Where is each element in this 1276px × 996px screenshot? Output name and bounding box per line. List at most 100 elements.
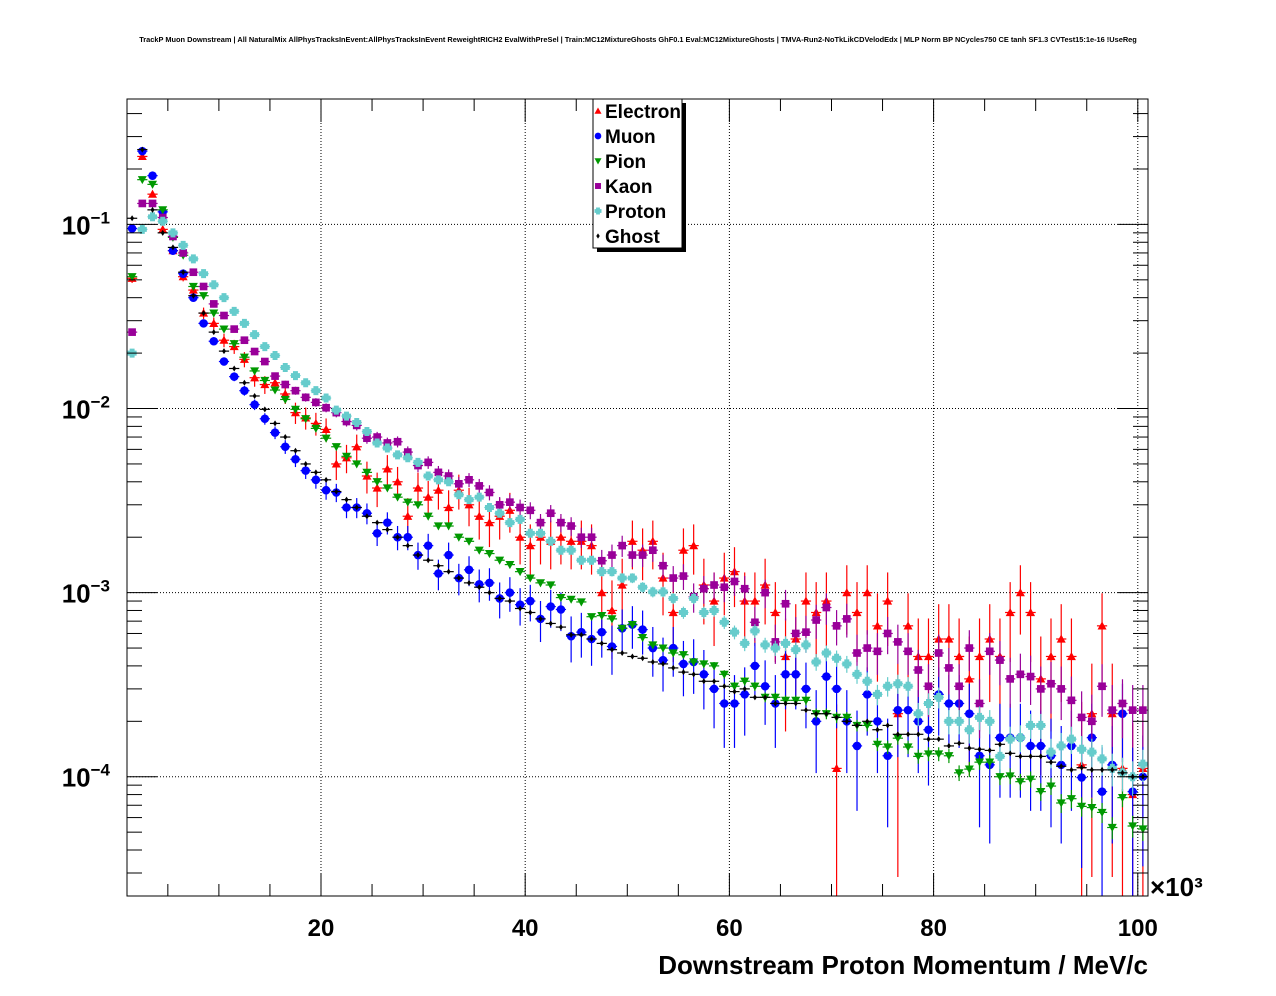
data-point-electron: [597, 588, 607, 597]
data-point-kaon: [853, 649, 861, 657]
data-point-electron: [393, 477, 403, 486]
data-point-electron: [944, 634, 954, 643]
data-point-muon: [740, 690, 749, 699]
data-point-proton: [352, 417, 362, 427]
data-point-kaon: [802, 628, 810, 636]
data-point-muon: [280, 442, 290, 452]
data-point-pion: [280, 395, 290, 404]
data-point-ghost: [160, 229, 165, 236]
data-point-proton: [781, 638, 791, 648]
data-point-proton: [668, 593, 678, 603]
data-point-electron: [250, 373, 260, 382]
data-point-electron: [484, 518, 494, 527]
data-point-pion: [403, 498, 413, 507]
data-point-kaon: [720, 583, 729, 592]
data-point-kaon: [271, 372, 279, 380]
data-point-ghost: [875, 726, 880, 733]
data-point-ghost: [221, 348, 226, 355]
data-point-proton: [209, 280, 219, 290]
data-point-pion: [444, 522, 454, 531]
data-point-electron: [832, 763, 842, 772]
data-point-muon: [1026, 741, 1035, 751]
data-point-kaon: [403, 448, 412, 456]
data-point-kaon: [965, 644, 974, 652]
x-tick-label: 20: [308, 915, 335, 942]
data-point-proton: [791, 645, 801, 655]
data-point-ghost: [538, 615, 543, 622]
data-point-pion: [862, 721, 872, 730]
data-point-kaon: [567, 522, 575, 530]
data-point-kaon: [904, 647, 912, 656]
data-point-pion: [525, 574, 535, 583]
data-point-ghost: [1059, 763, 1064, 770]
data-point-proton: [280, 363, 290, 373]
data-point-ghost: [661, 660, 666, 667]
data-point-kaon: [751, 618, 759, 627]
data-point-ghost: [436, 562, 441, 569]
legend-label-ghost: Ghost: [605, 227, 661, 248]
data-point-kaon: [1118, 699, 1127, 708]
data-point-proton: [382, 443, 392, 453]
data-point-electron: [444, 502, 454, 512]
data-point-electron: [413, 483, 423, 492]
data-point-proton: [699, 607, 709, 617]
data-point-ghost: [497, 595, 502, 602]
data-point-kaon: [138, 199, 147, 208]
data-point-kaon: [1057, 685, 1066, 693]
data-point-pion: [229, 340, 239, 349]
data-point-pion: [474, 546, 484, 555]
data-point-muon: [464, 565, 474, 575]
data-point-kaon: [444, 472, 453, 480]
data-point-pion: [1097, 808, 1107, 817]
data-point-ghost: [916, 731, 921, 738]
data-point-proton: [474, 492, 484, 502]
data-point-proton: [923, 698, 933, 708]
data-point-muon: [638, 625, 647, 634]
data-point-proton: [648, 587, 658, 597]
data-point-ghost: [518, 605, 523, 612]
data-point-proton: [556, 545, 566, 555]
data-point-muon: [883, 751, 892, 761]
data-point-proton: [801, 640, 811, 650]
data-point-kaon: [659, 561, 667, 570]
data-point-electron: [709, 596, 719, 605]
data-point-muon: [505, 588, 515, 597]
data-point-pion: [536, 579, 546, 588]
data-point-electron: [1056, 634, 1066, 643]
data-point-muon: [832, 684, 841, 694]
data-point-pion: [209, 309, 219, 318]
data-point-pion: [923, 750, 933, 759]
data-point-electron: [842, 588, 852, 597]
data-point-muon: [1077, 773, 1086, 782]
data-point-proton: [658, 587, 668, 597]
data-point-muon: [372, 529, 382, 538]
data-point-electron: [158, 224, 168, 233]
data-point-pion: [1117, 794, 1127, 803]
data-point-kaon: [342, 417, 351, 426]
data-point-ghost: [742, 685, 747, 692]
data-point-muon: [556, 605, 566, 614]
data-point-ghost: [1038, 753, 1043, 760]
data-point-ghost: [783, 700, 788, 707]
data-point-ghost: [722, 683, 727, 690]
data-point-pion: [944, 752, 954, 761]
data-point-kaon: [832, 622, 841, 630]
data-point-proton: [587, 555, 597, 565]
data-point-muon: [862, 690, 872, 699]
data-point-pion: [719, 670, 729, 679]
data-point-kaon: [873, 647, 882, 656]
data-point-pion: [975, 758, 985, 767]
data-point-kaon: [240, 336, 249, 345]
data-point-ghost: [1089, 766, 1094, 773]
data-point-kaon: [740, 584, 749, 593]
data-point-electron: [862, 588, 872, 597]
data-point-ghost: [150, 206, 155, 213]
data-point-muon: [607, 642, 617, 651]
data-point-pion: [995, 773, 1005, 782]
data-point-proton: [229, 306, 239, 316]
legend-label-muon: Muon: [605, 127, 656, 148]
data-point-muon: [485, 578, 494, 588]
data-point-proton: [1005, 734, 1015, 744]
data-point-pion: [433, 522, 443, 531]
